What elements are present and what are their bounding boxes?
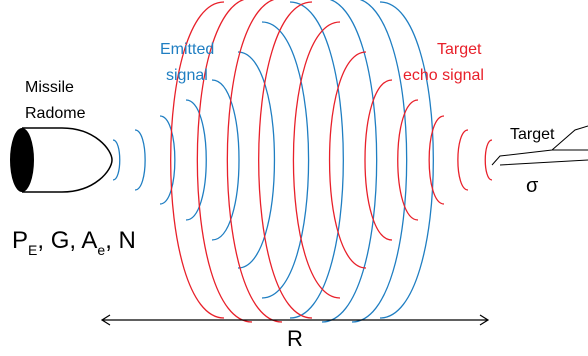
range-label: R: [287, 326, 303, 351]
wave-arc: [485, 140, 492, 180]
wave-arc: [238, 52, 274, 268]
cross-section: σ: [526, 175, 539, 197]
wave-arc: [186, 100, 206, 220]
wave-arc: [458, 130, 468, 190]
radome-label: Radome: [25, 105, 86, 122]
param-sub: e: [97, 242, 105, 258]
echo-label: echo signal: [403, 67, 484, 84]
wave-arc: [135, 130, 145, 190]
target-label: Target: [510, 126, 555, 143]
wave-arc: [160, 116, 175, 204]
range-arrow: [102, 315, 488, 325]
param: P: [12, 227, 28, 254]
radome-base: [10, 128, 34, 192]
echo-label: Target: [437, 41, 482, 58]
wave-arc: [113, 140, 120, 180]
param: , N: [105, 227, 136, 254]
radome-label: Missile: [25, 79, 74, 96]
radome-outline: [22, 128, 112, 192]
wave-arc: [290, 2, 343, 318]
wave-arc: [365, 80, 392, 240]
param-sub: E: [28, 242, 37, 258]
emitted-label: signal: [166, 67, 208, 84]
wave-arc: [398, 100, 418, 220]
wave-arc: [330, 52, 366, 268]
param: , G, A: [37, 227, 97, 254]
emitted-label: Emitted: [160, 41, 214, 58]
wave-arc: [259, 2, 312, 318]
wave-arc: [352, 0, 407, 322]
parameters: PE, G, Ae, N: [12, 227, 136, 258]
wave-arc: [429, 116, 444, 204]
wave-arc: [212, 80, 239, 240]
radar-diagram: Missile Radome Emitted signal Target ech…: [0, 0, 588, 356]
